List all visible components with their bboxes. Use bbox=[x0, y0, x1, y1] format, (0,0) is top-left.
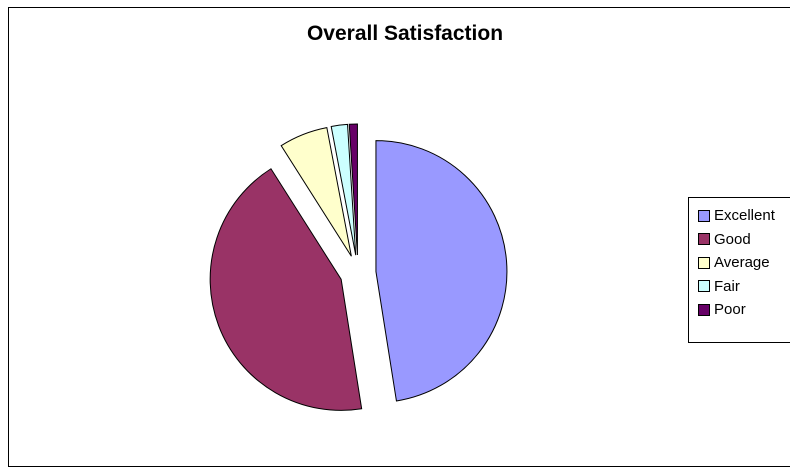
pie-slice-poor bbox=[348, 123, 358, 256]
legend-swatch bbox=[698, 303, 710, 316]
pie-slice-excellent bbox=[375, 140, 508, 402]
pie-slice-good bbox=[209, 168, 363, 411]
legend-label: Poor bbox=[714, 301, 746, 319]
pie-slice-average bbox=[280, 126, 352, 257]
legend-item-excellent: Excellent bbox=[689, 204, 790, 228]
legend-item-fair: Fair bbox=[689, 275, 790, 299]
legend-label: Good bbox=[714, 230, 751, 248]
legend-swatch bbox=[698, 233, 710, 246]
legend: Excellent Good Average Fair Poor bbox=[688, 197, 790, 343]
legend-label: Excellent bbox=[714, 207, 775, 225]
legend-item-average: Average bbox=[689, 251, 790, 275]
legend-label: Average bbox=[714, 254, 770, 272]
legend-swatch bbox=[698, 280, 710, 293]
legend-item-poor: Poor bbox=[689, 298, 790, 322]
legend-swatch bbox=[698, 209, 710, 222]
chart-title: Overall Satisfaction bbox=[306, 22, 504, 45]
legend-item-good: Good bbox=[689, 228, 790, 252]
pie-slice-fair bbox=[330, 123, 357, 256]
legend-label: Fair bbox=[714, 277, 740, 295]
legend-swatch bbox=[698, 256, 710, 269]
